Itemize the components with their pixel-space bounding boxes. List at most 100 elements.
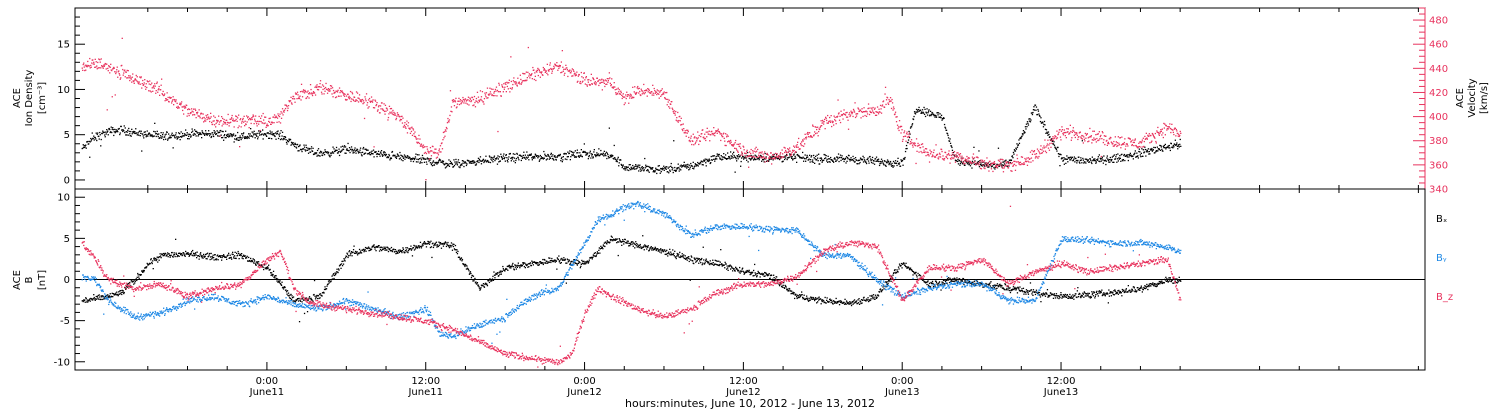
ion-density-point <box>836 159 838 161</box>
velocity-point <box>317 89 320 91</box>
ion-density-point <box>636 167 638 169</box>
ion-density-point <box>84 145 86 147</box>
velocity-point <box>261 115 263 117</box>
velocity-point <box>347 97 350 99</box>
velocity-point <box>195 117 197 119</box>
ion-density-point <box>354 150 357 152</box>
velocity-point <box>879 111 881 113</box>
velocity-point <box>707 131 709 133</box>
velocity-point <box>305 97 308 99</box>
velocity-point <box>184 107 186 109</box>
ion-density-point <box>607 155 609 158</box>
velocity-point <box>851 111 854 113</box>
velocity-point <box>295 93 298 95</box>
ion-density-point <box>593 151 595 153</box>
velocity-point <box>983 160 986 162</box>
velocity-point <box>426 146 428 148</box>
ion-density-point <box>453 159 455 161</box>
ion-density-point <box>193 132 195 135</box>
ion-density-point <box>169 137 171 139</box>
velocity-point <box>1113 145 1115 147</box>
bx-point <box>102 295 104 297</box>
velocity-point <box>368 97 371 100</box>
ion-density-point <box>1175 144 1177 146</box>
velocity-point <box>179 102 181 104</box>
velocity-point <box>471 96 474 99</box>
velocity-point <box>1090 135 1092 137</box>
ion-density-point <box>300 149 303 151</box>
ion-density-point <box>248 137 250 139</box>
velocity-point <box>827 114 829 117</box>
velocity-point <box>435 148 437 150</box>
ion-density-point <box>178 136 180 138</box>
velocity-point <box>469 97 471 99</box>
ion-density-point <box>310 148 312 150</box>
velocity-point <box>162 94 164 96</box>
velocity-point <box>1019 161 1022 163</box>
ion-density-point <box>1127 159 1129 162</box>
velocity-point <box>673 110 675 112</box>
ion-density-point <box>803 160 805 162</box>
velocity-point <box>467 99 469 101</box>
velocity-point <box>236 120 238 122</box>
ion-density-point <box>397 154 399 156</box>
ion-density-point <box>561 161 563 163</box>
velocity-point <box>725 144 727 147</box>
ion-density-point <box>863 157 865 159</box>
ion-density-point <box>1138 150 1140 153</box>
ion-density-point <box>200 133 202 136</box>
velocity-point <box>466 99 468 101</box>
velocity-point <box>235 115 237 117</box>
top-right-tick-label: 420 <box>1429 88 1448 99</box>
ion-density-point <box>929 114 931 116</box>
ion-density-point <box>809 161 811 163</box>
ion-density-point <box>278 134 280 136</box>
ion-density-point <box>348 149 350 152</box>
ion-density-point <box>127 134 129 136</box>
ion-density-point <box>663 165 665 167</box>
velocity-point <box>1141 139 1143 141</box>
velocity-point <box>367 99 370 101</box>
velocity-point <box>700 135 702 138</box>
ion-density-point <box>157 133 159 136</box>
velocity-point <box>659 90 661 92</box>
velocity-point <box>739 145 741 148</box>
ion-density-point <box>455 161 458 163</box>
velocity-point <box>572 75 574 77</box>
bx-point <box>301 298 304 300</box>
velocity-point <box>1159 131 1161 133</box>
velocity-point <box>332 96 334 98</box>
velocity-point <box>880 108 882 110</box>
velocity-point <box>684 132 686 134</box>
velocity-point <box>450 110 452 112</box>
ion-density-point <box>961 163 964 165</box>
ion-density-point <box>359 147 362 149</box>
ion-density-point <box>97 132 99 134</box>
ion-density-point <box>1023 132 1025 134</box>
ion-density-point <box>662 168 664 170</box>
velocity-point <box>217 120 219 122</box>
ion-density-point <box>605 155 607 157</box>
velocity-point <box>1150 141 1152 143</box>
velocity-point <box>1060 139 1062 141</box>
velocity-point <box>430 155 433 157</box>
velocity-point <box>651 91 653 93</box>
ion-density-point <box>926 114 929 116</box>
ion-density-point <box>549 157 551 159</box>
bx-point <box>273 276 275 279</box>
velocity-point <box>749 155 751 157</box>
ion-density-point <box>1160 146 1162 148</box>
ion-density-point <box>848 158 851 160</box>
ion-density-point <box>1095 162 1097 164</box>
ion-density-point <box>854 157 857 159</box>
velocity-point <box>834 119 836 121</box>
bx-point <box>272 273 274 276</box>
velocity-point <box>676 120 678 122</box>
velocity-point <box>1163 122 1165 125</box>
ion-density-point <box>488 161 490 163</box>
velocity-point <box>276 117 279 119</box>
velocity-point <box>668 99 670 101</box>
ion-density-point <box>667 167 669 169</box>
velocity-point <box>173 104 175 106</box>
ion-density-point <box>83 146 85 148</box>
